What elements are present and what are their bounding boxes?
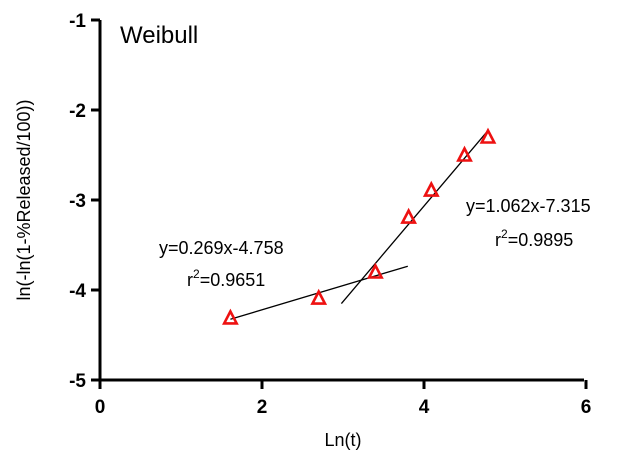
data-point xyxy=(422,180,440,197)
fit-1-r2: r2=0.9651 xyxy=(187,267,265,290)
fit-annotation-1: y=0.269x-4.758 r2=0.9651 xyxy=(159,238,284,290)
r2-superscript: 2 xyxy=(501,227,508,241)
fit-2-r2: r2=0.9895 xyxy=(495,227,573,250)
data-point xyxy=(456,145,473,162)
y-tick-label: -2 xyxy=(69,101,86,122)
fit-2-equation: y=1.062x-7.315 xyxy=(466,196,591,216)
r2-prefix: r xyxy=(187,270,193,290)
r2-value: =0.9651 xyxy=(200,270,266,290)
fit-1-equation: y=0.269x-4.758 xyxy=(159,238,284,258)
y-tick-label: -3 xyxy=(69,191,86,212)
x-tick-label: 2 xyxy=(257,397,268,418)
y-tick-label: -1 xyxy=(69,11,86,32)
x-axis-title: Ln(t) xyxy=(324,430,361,450)
data-point xyxy=(367,262,384,279)
x-tick-label: 0 xyxy=(95,397,106,418)
r2-superscript: 2 xyxy=(193,267,200,281)
data-point xyxy=(479,127,497,144)
data-point xyxy=(222,308,239,325)
r2-prefix: r xyxy=(495,230,501,250)
data-markers xyxy=(222,127,497,325)
y-axis-title: ln(-ln(1-%Released/100)) xyxy=(14,99,34,300)
x-tick-label: 4 xyxy=(419,397,430,418)
fit-annotation-2: y=1.062x-7.315 r2=0.9895 xyxy=(466,196,591,250)
fit-lines xyxy=(230,130,489,320)
data-point xyxy=(400,207,418,224)
chart-title: Weibull xyxy=(120,22,198,49)
data-point xyxy=(310,288,328,305)
x-tick-label: 6 xyxy=(581,397,592,418)
x-ticks: 0 2 4 6 xyxy=(95,380,592,418)
fit-line-2 xyxy=(340,130,489,304)
r2-value: =0.9895 xyxy=(508,230,574,250)
y-ticks: -5 -4 -3 -2 -1 xyxy=(69,11,100,392)
y-tick-label: -5 xyxy=(69,371,86,392)
y-tick-label: -4 xyxy=(69,281,86,302)
